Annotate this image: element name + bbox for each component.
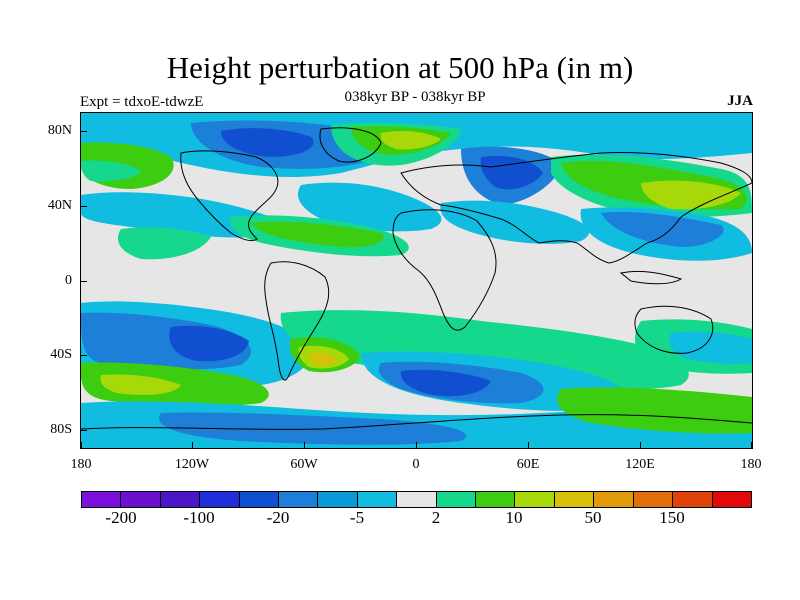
contour-region bbox=[440, 200, 590, 244]
colorbar-segment bbox=[121, 492, 161, 507]
colorbar-segment bbox=[200, 492, 240, 507]
ytick-label: 0 bbox=[65, 273, 72, 288]
coastline-africa bbox=[392, 209, 497, 331]
plot-subtitle: 038kyr BP - 038kyr BP bbox=[344, 89, 486, 105]
colorbar-label: 50 bbox=[584, 508, 602, 527]
colorbar-segment bbox=[476, 492, 516, 507]
contour-region bbox=[641, 180, 741, 210]
colorbar-segment bbox=[673, 492, 713, 507]
xtick-label: 120W bbox=[174, 457, 210, 472]
xtick-label: 180 bbox=[740, 457, 762, 472]
ytick-mark bbox=[81, 355, 87, 356]
xtick-label: 60W bbox=[290, 457, 318, 472]
colorbar-segment bbox=[436, 492, 477, 507]
contour-region bbox=[400, 369, 491, 397]
coastline-europe-asia bbox=[400, 151, 752, 264]
colorbar-segment bbox=[712, 492, 751, 507]
plot-title: Height perturbation at 500 hPa (in m) bbox=[166, 50, 634, 85]
contour-region bbox=[81, 160, 141, 182]
colorbar-label: -20 bbox=[266, 508, 290, 527]
colorbar-segment bbox=[318, 492, 358, 507]
xtick-mark bbox=[81, 442, 82, 448]
colorbar-label: -100 bbox=[183, 508, 215, 527]
ytick-mark bbox=[81, 206, 87, 207]
colorbar-segment bbox=[82, 492, 122, 507]
coastlines bbox=[81, 127, 752, 430]
ytick-mark bbox=[81, 281, 87, 282]
contour-region bbox=[601, 211, 724, 247]
colorbar-segment bbox=[279, 492, 319, 507]
contour-region bbox=[159, 412, 467, 445]
contour-region bbox=[100, 374, 181, 395]
coastline-greenland bbox=[319, 127, 382, 163]
colorbar-label: -5 bbox=[349, 508, 365, 527]
xtick-label: 60E bbox=[516, 457, 540, 472]
contour-region bbox=[280, 310, 689, 390]
coastline-antarctica bbox=[81, 414, 752, 430]
xtick-mark bbox=[416, 442, 417, 448]
colorbar-segment bbox=[357, 492, 398, 507]
coastline-indonesia bbox=[619, 270, 683, 285]
coastline-south-america bbox=[264, 261, 330, 381]
xtick-mark bbox=[192, 442, 193, 448]
contour-region bbox=[669, 331, 752, 364]
coastline-australia bbox=[634, 305, 714, 354]
ytick-label: 80S bbox=[50, 422, 72, 437]
ytick-label: 80N bbox=[47, 123, 72, 138]
contour-region bbox=[251, 221, 384, 248]
ytick-label: 40N bbox=[47, 198, 72, 213]
colorbar-segment bbox=[594, 492, 634, 507]
xtick-mark bbox=[304, 442, 305, 448]
ytick-mark bbox=[81, 430, 87, 431]
contour-region bbox=[117, 227, 211, 260]
experiment-label: Expt = tdxoE-tdwzE bbox=[80, 94, 204, 110]
colorbar-segment bbox=[160, 492, 201, 507]
map-plot-area bbox=[81, 113, 752, 448]
colorbar-segment bbox=[515, 492, 555, 507]
contour-map bbox=[81, 113, 752, 448]
colorbar-label: 150 bbox=[659, 508, 685, 527]
contour-region bbox=[380, 131, 441, 150]
xtick-mark bbox=[640, 442, 641, 448]
contour-region bbox=[557, 387, 752, 434]
colorbar-label: 2 bbox=[431, 508, 441, 527]
contour-region bbox=[309, 352, 337, 366]
contour-region bbox=[297, 182, 442, 232]
contour-region bbox=[480, 155, 543, 190]
xtick-mark bbox=[751, 442, 752, 448]
coastline-north-america bbox=[180, 150, 279, 242]
contour-region bbox=[221, 128, 314, 157]
colorbar-segment bbox=[397, 492, 437, 507]
colorbar bbox=[81, 491, 752, 508]
season-label: JJA bbox=[727, 93, 753, 109]
ytick-label: 40S bbox=[50, 347, 72, 362]
contour-region bbox=[169, 325, 249, 362]
ytick-mark bbox=[81, 131, 87, 132]
colorbar-label: 10 bbox=[505, 508, 523, 527]
xtick-label: 120E bbox=[625, 457, 655, 472]
colorbar-segment bbox=[239, 492, 280, 507]
colorbar-segment bbox=[633, 492, 674, 507]
xtick-label: 0 bbox=[412, 457, 420, 472]
xtick-label: 180 bbox=[70, 457, 92, 472]
xtick-mark bbox=[528, 442, 529, 448]
colorbar-label: -200 bbox=[105, 508, 137, 527]
colorbar-segment bbox=[554, 492, 595, 507]
